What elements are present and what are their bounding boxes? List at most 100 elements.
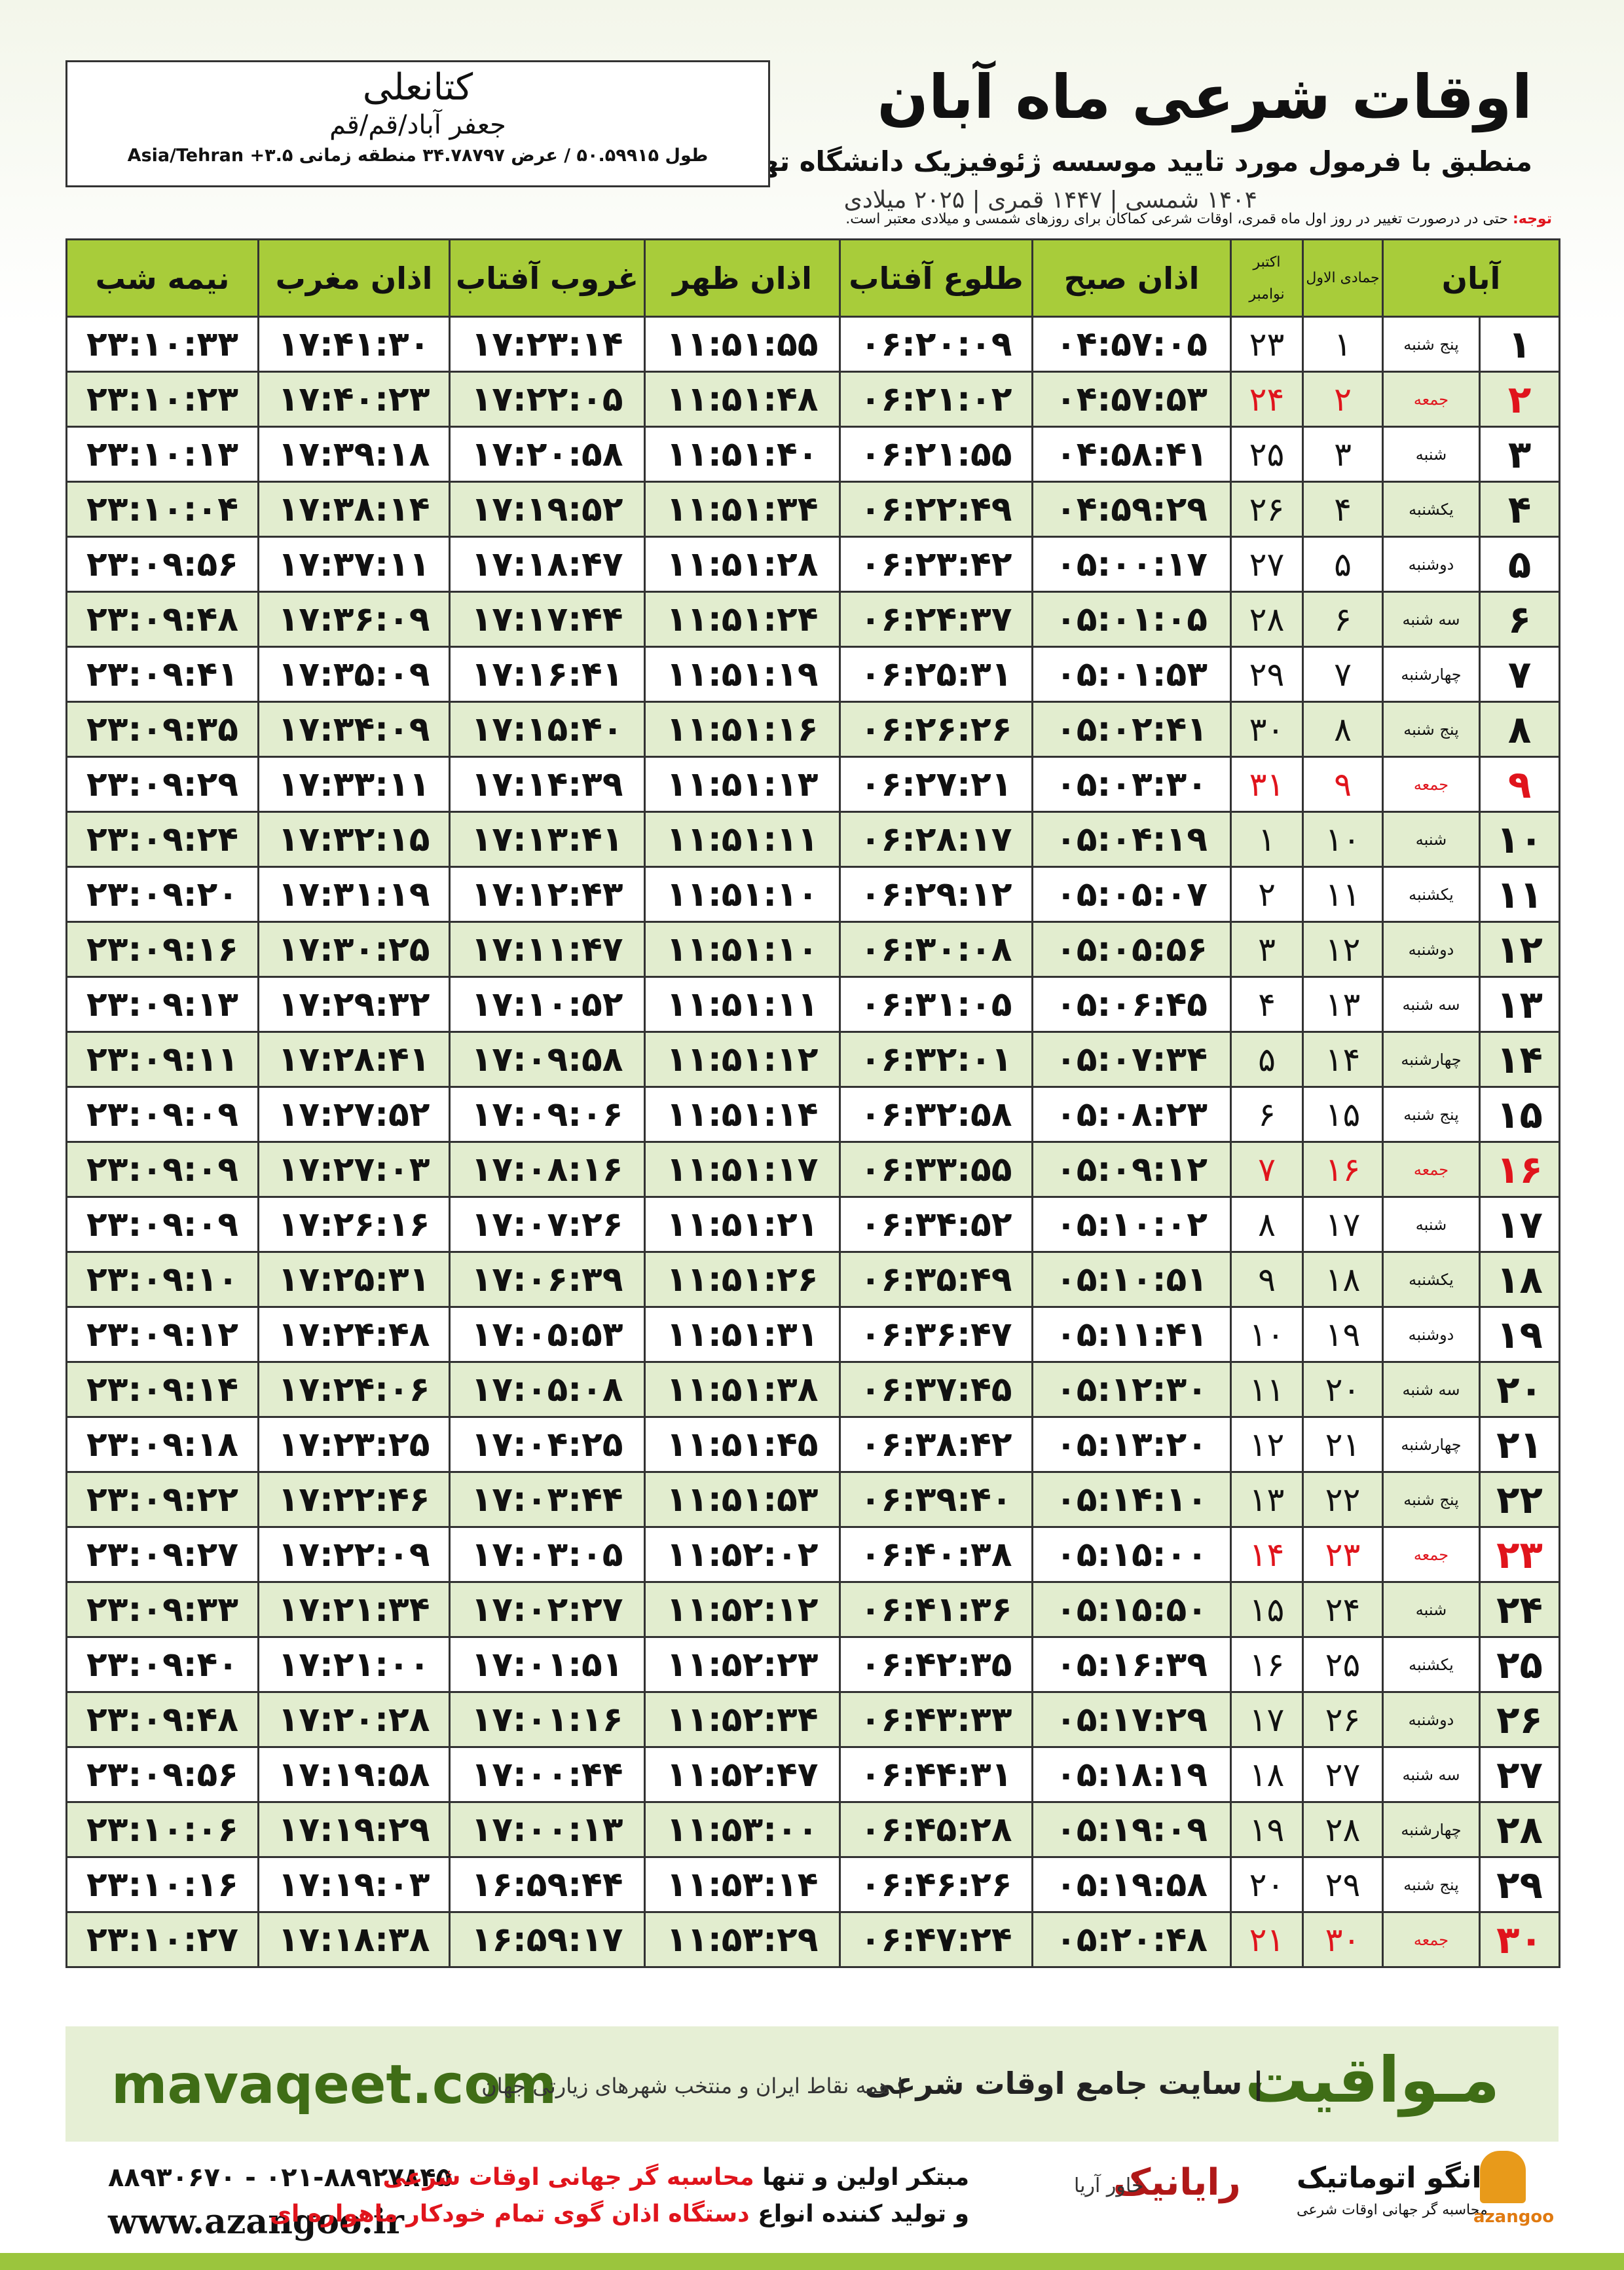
maghrib: ۱۷:۲۴:۰۶ xyxy=(257,1361,451,1418)
midnight: ۲۳:۰۹:۱۱ xyxy=(65,1031,259,1088)
maghrib: ۱۷:۱۹:۵۸ xyxy=(257,1746,451,1803)
midnight: ۲۳:۱۰:۳۳ xyxy=(65,316,259,373)
weekday: سه شنبه xyxy=(1381,1746,1481,1803)
weekday: پنج شنبه xyxy=(1381,1856,1481,1913)
sunset: ۱۷:۱۷:۴۴ xyxy=(449,591,646,648)
midnight: ۲۳:۰۹:۲۴ xyxy=(65,811,259,868)
sunset: ۱۷:۱۶:۴۱ xyxy=(449,646,646,703)
sunset: ۱۷:۱۰:۵۲ xyxy=(449,976,646,1033)
day: ۲۶ xyxy=(1479,1691,1561,1748)
ad-highlight: دستگاه اذان گوی تمام خودکار ماهواره ای xyxy=(270,2201,750,2227)
table-row: ۲۵ یکشنبه ۲۵ ۱۶ ۰۵:۱۶:۳۹ ۰۶:۴۲:۳۵ ۱۱:۵۲:۲۳ ۱۷:۰… xyxy=(65,1636,1561,1693)
hijri-day: ۳ xyxy=(1302,426,1384,483)
hijri-day: ۲۴ xyxy=(1302,1581,1384,1638)
greg-day: ۹ xyxy=(1230,1251,1304,1308)
table-row: ۶ سه شنبه ۶ ۲۸ ۰۵:۰۱:۰۵ ۰۶:۲۴:۳۷ ۱۱:۵۱:۲۴ ۱۷:۱۷… xyxy=(65,591,1561,648)
weekday: یکشنبه xyxy=(1381,481,1481,538)
midnight: ۲۳:۱۰:۰۴ xyxy=(65,481,259,538)
sunset: ۱۷:۱۴:۳۹ xyxy=(449,756,646,813)
sunrise: ۰۶:۲۱:۰۲ xyxy=(839,371,1033,428)
dhuhr: ۱۱:۵۱:۴۸ xyxy=(644,371,841,428)
greg-day: ۲۳ xyxy=(1230,316,1304,373)
sunset: ۱۷:۰۳:۰۵ xyxy=(449,1526,646,1583)
sunset: ۱۷:۲۳:۱۴ xyxy=(449,316,646,373)
dhuhr: ۱۱:۵۳:۰۰ xyxy=(644,1801,841,1858)
greg-day: ۴ xyxy=(1230,976,1304,1033)
day: ۱۰ xyxy=(1479,811,1561,868)
day: ۱۱ xyxy=(1479,866,1561,923)
dhuhr: ۱۱:۵۱:۱۱ xyxy=(644,811,841,868)
dhuhr: ۱۱:۵۱:۱۰ xyxy=(644,921,841,978)
hijri-day: ۲۲ xyxy=(1302,1471,1384,1528)
dhuhr: ۱۱:۵۲:۳۴ xyxy=(644,1691,841,1748)
fajr: ۰۵:۰۶:۴۵ xyxy=(1031,976,1232,1033)
weekday: پنج شنبه xyxy=(1381,701,1481,758)
fajr: ۰۵:۰۰:۱۷ xyxy=(1031,536,1232,593)
dhuhr: ۱۱:۵۱:۲۴ xyxy=(644,591,841,648)
sunset: ۱۷:۰۲:۲۷ xyxy=(449,1581,646,1638)
weekday: جمعه xyxy=(1381,756,1481,813)
header-hijri: جمادی الاول xyxy=(1302,238,1384,318)
maghrib: ۱۷:۲۴:۴۸ xyxy=(257,1306,451,1363)
fajr: ۰۵:۱۰:۵۱ xyxy=(1031,1251,1232,1308)
header-row: آبان جمادی الاول اکتبر نوامبر اذان صبح طل… xyxy=(65,238,1561,318)
sunrise: ۰۶:۳۸:۴۲ xyxy=(839,1416,1033,1473)
sunset: ۱۷:۰۶:۳۹ xyxy=(449,1251,646,1308)
greg-day: ۱ xyxy=(1230,811,1304,868)
midnight: ۲۳:۰۹:۴۸ xyxy=(65,1691,259,1748)
greg-day: ۲۷ xyxy=(1230,536,1304,593)
table-row: ۲۶ دوشنبه ۲۶ ۱۷ ۰۵:۱۷:۲۹ ۰۶:۴۳:۳۳ ۱۱:۵۲:۳۴ ۱۷:۰… xyxy=(65,1691,1561,1748)
logo-azangoo-sub: محاسبه گر جهانی اوقات شرعی xyxy=(1297,2202,1488,2218)
hijri-day: ۱۳ xyxy=(1302,976,1384,1033)
header-greg-1: اکتبر xyxy=(1253,253,1281,270)
midnight: ۲۳:۱۰:۱۶ xyxy=(65,1856,259,1913)
title: اوقات شرعی ماه آبان xyxy=(877,62,1532,132)
site-url[interactable]: mavaqeet.com xyxy=(111,2054,557,2116)
sunrise: ۰۶:۳۲:۰۱ xyxy=(839,1031,1033,1088)
sunrise: ۰۶:۲۷:۲۱ xyxy=(839,756,1033,813)
weekday: یکشنبه xyxy=(1381,866,1481,923)
midnight: ۲۳:۱۰:۲۷ xyxy=(65,1911,259,1968)
hijri-day: ۲۸ xyxy=(1302,1801,1384,1858)
logo-azangoo-latin: azangoo xyxy=(1473,2207,1555,2227)
day: ۷ xyxy=(1479,646,1561,703)
hijri-day: ۲ xyxy=(1302,371,1384,428)
dhuhr: ۱۱:۵۲:۱۲ xyxy=(644,1581,841,1638)
table-row: ۱۸ یکشنبه ۱۸ ۹ ۰۵:۱۰:۵۱ ۰۶:۳۵:۴۹ ۱۱:۵۱:۲۶ ۱۷:۰۶… xyxy=(65,1251,1561,1308)
fajr: ۰۵:۰۴:۱۹ xyxy=(1031,811,1232,868)
hijri-day: ۲۵ xyxy=(1302,1636,1384,1693)
weekday: پنج شنبه xyxy=(1381,1471,1481,1528)
prayer-table: آبان جمادی الاول اکتبر نوامبر اذان صبح طل… xyxy=(65,238,1561,1968)
day: ۲۹ xyxy=(1479,1856,1561,1913)
maghrib: ۱۷:۲۹:۳۲ xyxy=(257,976,451,1033)
note-label: توجه: xyxy=(1512,211,1552,227)
weekday: شنبه xyxy=(1381,811,1481,868)
fajr: ۰۵:۱۳:۲۰ xyxy=(1031,1416,1232,1473)
dhuhr: ۱۱:۵۱:۵۳ xyxy=(644,1471,841,1528)
fajr: ۰۴:۵۷:۵۳ xyxy=(1031,371,1232,428)
maghrib: ۱۷:۱۹:۰۳ xyxy=(257,1856,451,1913)
website[interactable]: www.azangoo.ir xyxy=(108,2202,404,2242)
fajr: ۰۴:۵۷:۰۵ xyxy=(1031,316,1232,373)
sunrise: ۰۶:۲۸:۱۷ xyxy=(839,811,1033,868)
sunset: ۱۷:۰۰:۱۳ xyxy=(449,1801,646,1858)
fajr: ۰۵:۱۶:۳۹ xyxy=(1031,1636,1232,1693)
table-row: ۹ جمعه ۹ ۳۱ ۰۵:۰۳:۳۰ ۰۶:۲۷:۲۱ ۱۱:۵۱:۱۳ ۱۷:۱۴:۳۹… xyxy=(65,756,1561,813)
greg-day: ۱۲ xyxy=(1230,1416,1304,1473)
maghrib: ۱۷:۳۵:۰۹ xyxy=(257,646,451,703)
fajr: ۰۴:۵۹:۲۹ xyxy=(1031,481,1232,538)
maghrib: ۱۷:۳۰:۲۵ xyxy=(257,921,451,978)
fajr: ۰۵:۲۰:۴۸ xyxy=(1031,1911,1232,1968)
sunset: ۱۷:۱۹:۵۲ xyxy=(449,481,646,538)
hijri-day: ۱ xyxy=(1302,316,1384,373)
sunset: ۱۷:۰۵:۰۸ xyxy=(449,1361,646,1418)
sunrise: ۰۶:۳۶:۴۷ xyxy=(839,1306,1033,1363)
day: ۱۵ xyxy=(1479,1086,1561,1143)
hijri-day: ۱۹ xyxy=(1302,1306,1384,1363)
sunrise: ۰۶:۳۴:۵۲ xyxy=(839,1196,1033,1253)
fajr: ۰۵:۱۹:۰۹ xyxy=(1031,1801,1232,1858)
maghrib: ۱۷:۲۲:۰۹ xyxy=(257,1526,451,1583)
fajr: ۰۵:۱۵:۵۰ xyxy=(1031,1581,1232,1638)
table-row: ۱ پنج شنبه ۱ ۲۳ ۰۴:۵۷:۰۵ ۰۶:۲۰:۰۹ ۱۱:۵۱:۵۵ ۱۷:۲… xyxy=(65,316,1561,373)
